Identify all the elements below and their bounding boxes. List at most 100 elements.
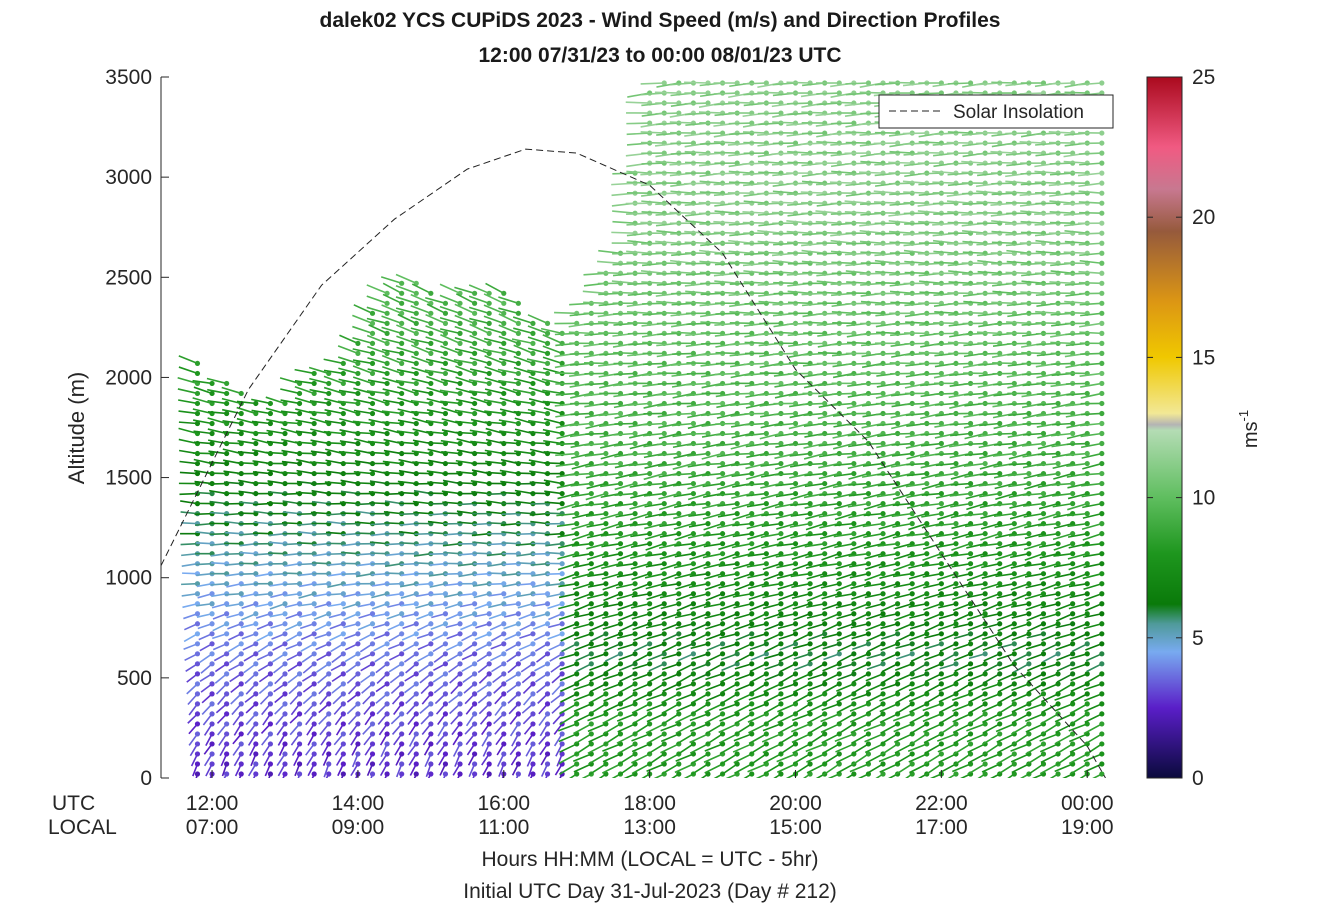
wind-barb-dot <box>851 621 857 627</box>
wind-barb-shaft <box>425 347 446 355</box>
wind-barb-dot <box>311 440 317 447</box>
wind-barb-dot <box>676 601 682 607</box>
wind-barb-dot <box>472 701 478 707</box>
wind-barb-dot <box>574 711 580 717</box>
wind-barb-shaft <box>426 409 446 415</box>
wind-barb-shaft <box>236 406 257 415</box>
wind-barb-dot <box>296 611 303 617</box>
wind-barb-dot <box>574 460 580 467</box>
wind-barb-dot <box>515 320 521 326</box>
wind-barb-dot <box>603 751 609 757</box>
wind-barb-shaft <box>251 398 271 405</box>
wind-barb-shaft <box>612 220 636 225</box>
wind-barb-dot <box>355 440 361 447</box>
wind-barb-shaft <box>195 562 213 566</box>
wind-barb-dot <box>457 771 463 777</box>
wind-barb-dot <box>676 701 682 707</box>
wind-barb-shaft <box>788 362 811 365</box>
wind-barb-shaft <box>308 366 329 375</box>
wind-barb-dot <box>486 440 492 447</box>
wind-barb-dot <box>238 771 244 777</box>
wind-barb-dot <box>515 761 521 767</box>
wind-barb-dot <box>224 741 230 747</box>
wind-barb-dot <box>734 501 740 507</box>
wind-barb-dot <box>807 751 813 757</box>
wind-barb-dot <box>676 641 682 647</box>
wind-barb-dot <box>588 721 594 727</box>
wind-barb-shaft <box>381 337 402 345</box>
wind-barb-dot <box>369 711 376 717</box>
wind-barb-shaft <box>395 296 417 305</box>
wind-barb-dot <box>326 681 332 687</box>
wind-barb-shaft <box>371 572 388 576</box>
wind-barb-shaft <box>483 399 504 405</box>
wind-barb-shaft <box>279 377 300 385</box>
wind-barb-dot <box>253 721 259 727</box>
wind-barb-shaft <box>354 481 373 485</box>
wind-barb-shaft <box>411 388 432 395</box>
wind-barb-dot <box>807 761 813 767</box>
wind-barb-shaft <box>801 222 825 225</box>
wind-barb-dot <box>311 490 317 497</box>
wind-barb-dot <box>369 641 376 647</box>
wind-barb-dot <box>486 701 492 707</box>
wind-barb-dot <box>384 390 390 397</box>
wind-barb-dot <box>705 691 711 697</box>
wind-barb-dot <box>515 641 521 647</box>
wind-barb-dot <box>588 621 594 627</box>
wind-barb-shaft <box>196 602 213 607</box>
wind-barb-dot <box>224 671 230 677</box>
wind-barb-dot <box>603 591 609 597</box>
wind-barb-shaft <box>429 592 446 596</box>
wind-barb-shaft <box>338 450 358 455</box>
wind-barb-shaft <box>486 511 504 515</box>
wind-barb-dot <box>355 551 361 557</box>
wind-barb-shaft <box>410 338 432 345</box>
wind-barb-dot <box>267 400 273 407</box>
wind-barb-dot <box>326 400 332 407</box>
wind-barb-dot <box>632 641 638 647</box>
wind-barb-dot <box>253 410 259 417</box>
wind-barb-shaft <box>816 252 840 255</box>
wind-barb-dot <box>369 591 376 597</box>
wind-barb-shaft <box>207 472 227 475</box>
wind-barb-shaft <box>699 191 723 194</box>
wind-barb-dot <box>778 571 784 577</box>
wind-barb-dot <box>296 651 303 657</box>
wind-barb-dot <box>676 521 682 527</box>
wind-barb-dot <box>311 420 317 427</box>
wind-barb-dot <box>544 741 551 747</box>
wind-barb-dot <box>778 631 784 637</box>
wind-barb-shaft <box>832 321 854 325</box>
wind-barb-shaft <box>473 592 490 599</box>
wind-barb-shaft <box>441 450 461 455</box>
wind-barb-shaft <box>398 531 417 535</box>
wind-barb-dot <box>836 551 842 557</box>
wind-barb-shaft <box>222 408 242 415</box>
wind-barb-shaft <box>193 430 213 435</box>
wind-barb-dot <box>369 370 376 377</box>
wind-barb-dot <box>778 701 784 707</box>
wind-barb-dot <box>428 360 434 367</box>
wind-barb-dot <box>749 671 755 677</box>
wind-barb-dot <box>384 360 390 367</box>
wind-barb-dot <box>661 601 667 607</box>
wind-barb-dot <box>311 701 317 707</box>
wind-barb-shaft <box>327 592 344 596</box>
wind-barb-shaft <box>772 232 796 235</box>
wind-barb-dot <box>544 380 551 387</box>
wind-barb-dot <box>559 430 565 437</box>
wind-barb-shaft <box>758 311 781 315</box>
wind-barb-dot <box>676 450 682 457</box>
wind-barb-dot <box>690 631 697 637</box>
wind-barb-dot <box>559 611 565 617</box>
wind-barb-dot <box>282 621 288 627</box>
wind-barb-shaft <box>181 522 198 525</box>
wind-barb-dot <box>311 390 317 397</box>
wind-barb-shaft <box>298 602 315 607</box>
wind-barb-dot <box>588 731 594 737</box>
wind-barb-dot <box>457 731 463 737</box>
wind-barb-dot <box>413 490 419 497</box>
wind-barb-shaft <box>222 492 242 495</box>
wind-barb-dot <box>734 430 740 437</box>
